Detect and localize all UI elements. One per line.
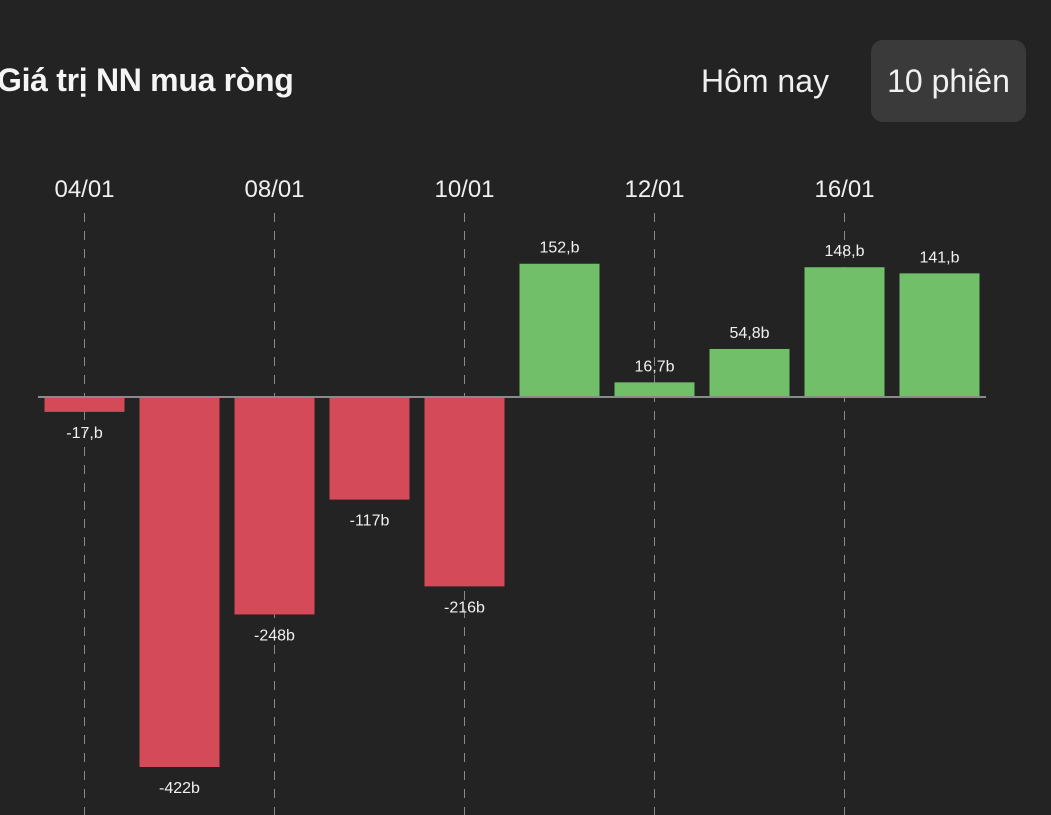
bar-value-label: -422b [159, 780, 200, 797]
bar-value-label: 152,b [539, 240, 579, 257]
tab-10-sessions[interactable]: 10 phiên [871, 40, 1026, 122]
tab-today[interactable]: Hôm nay [700, 63, 830, 99]
chart-title: Giá trị NN mua ròng [0, 62, 294, 98]
bar[interactable] [329, 397, 410, 500]
bar-value-label: -248b [254, 627, 295, 644]
bar-value-label: -216b [444, 599, 485, 616]
x-tick-label: 12/01 [624, 176, 684, 203]
bar[interactable] [44, 397, 125, 412]
chart-header: Giá trị NN mua ròng Hôm nay 10 phiên [0, 38, 1051, 124]
bar-value-label: -17,b [66, 425, 103, 442]
bar[interactable] [899, 273, 980, 397]
value-labels: -17,b -422b -248b -117b -216b 152,b 16,7b 54,8b… [66, 240, 959, 797]
bar[interactable] [614, 382, 695, 397]
x-tick-label: 08/01 [244, 176, 304, 203]
bar-value-label: -117b [350, 513, 390, 530]
bar[interactable] [804, 267, 885, 397]
bar-value-label: 16,7b [634, 358, 674, 375]
bars [44, 263, 980, 767]
x-axis-ticks: 04/01 08/01 10/01 12/01 16/01 [54, 176, 874, 203]
bar-value-label: 141,b [919, 249, 959, 266]
bar[interactable] [709, 348, 790, 397]
x-tick-label: 10/01 [434, 176, 494, 203]
x-tick-label: 04/01 [54, 176, 114, 203]
bar[interactable] [234, 397, 315, 615]
bar-value-label: 148,b [824, 243, 864, 260]
bar-value-label: 54,8b [729, 325, 769, 342]
x-tick-label: 16/01 [814, 176, 874, 203]
bar[interactable] [139, 397, 220, 767]
bar[interactable] [424, 397, 505, 587]
bar[interactable] [519, 263, 600, 397]
